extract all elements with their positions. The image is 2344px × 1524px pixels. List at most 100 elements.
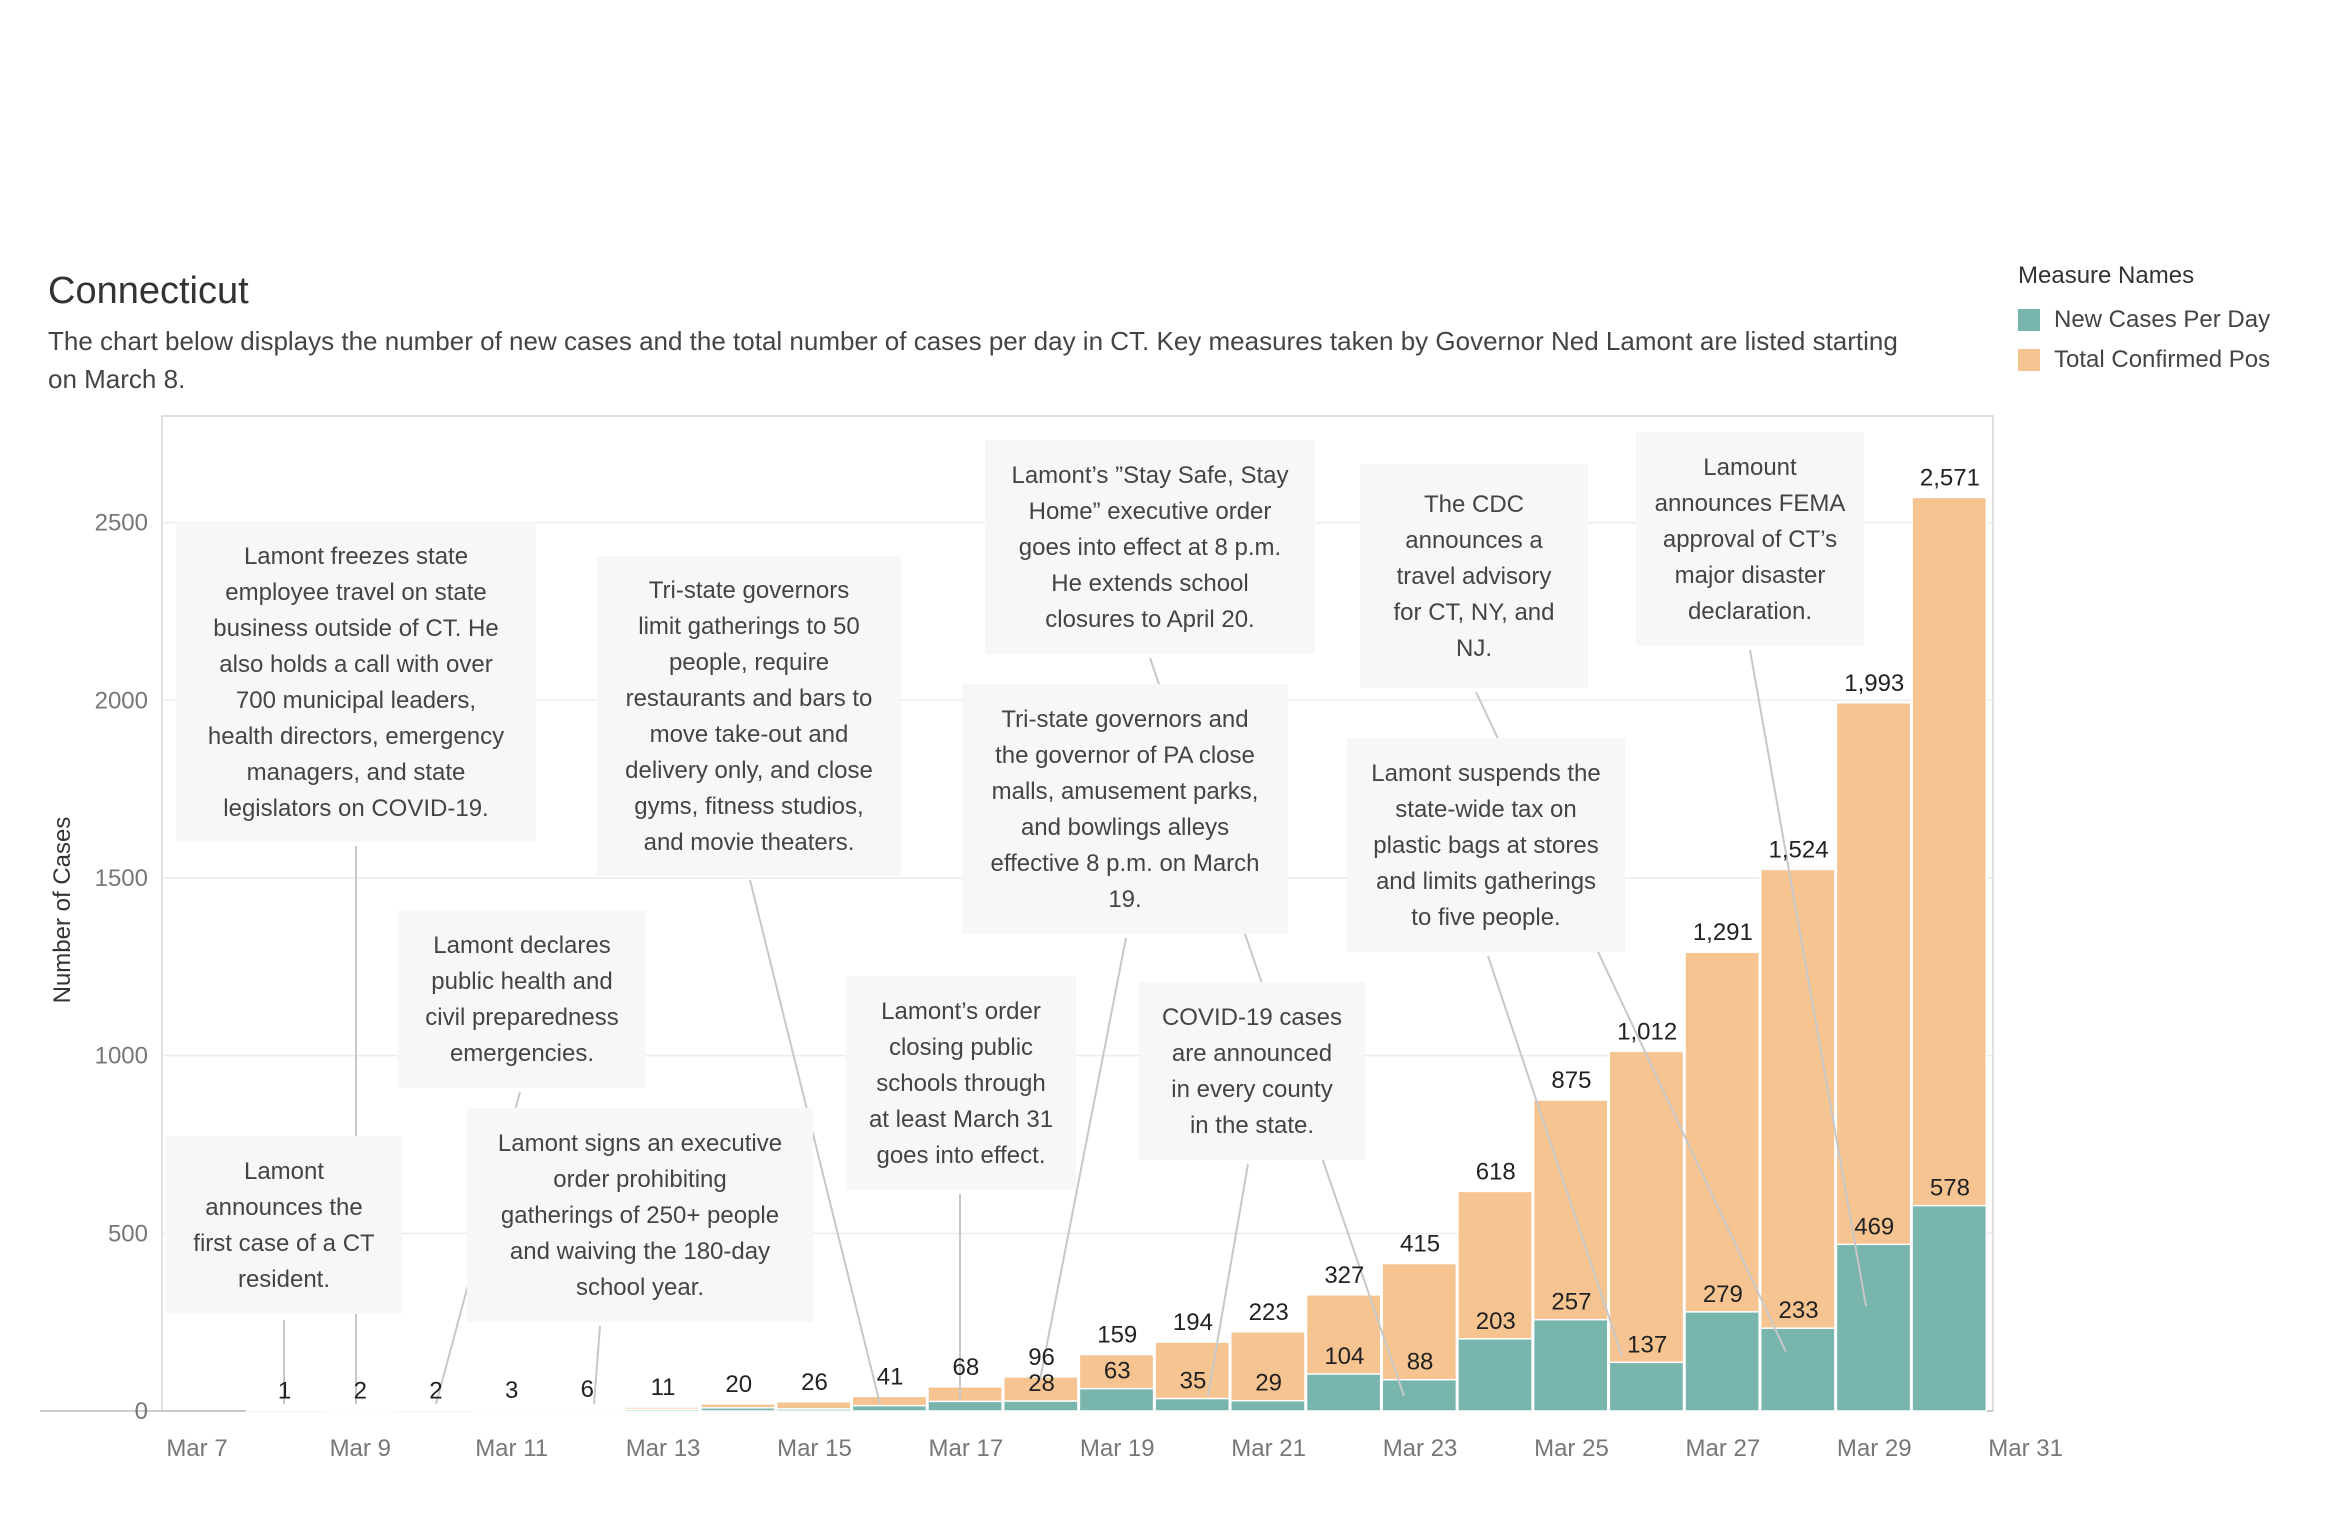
y-tick-label: 2500 <box>95 510 148 537</box>
data-label-total: 2 <box>354 1377 367 1404</box>
annotation-text: people, require <box>669 649 829 676</box>
annotation-text: Tri-state governors and <box>1001 706 1248 733</box>
annotation-text: legislators on COVID-19. <box>223 795 488 822</box>
annotation-text: Lamont signs an executive <box>498 1130 782 1157</box>
annotation-box <box>1360 464 1588 688</box>
annotation-text: closures to April 20. <box>1045 606 1254 633</box>
bar-total-confirmed <box>397 1409 474 1412</box>
data-label-new-cases: 35 <box>1180 1368 1207 1395</box>
data-label-total: 875 <box>1551 1067 1591 1094</box>
annotation-text: major disaster <box>1675 562 1826 589</box>
annotation-leader-line <box>749 879 881 1405</box>
bar-new-cases <box>1911 1204 1988 1412</box>
y-axis-title: Number of Cases <box>49 817 76 1004</box>
annotation-text: malls, amusement parks, <box>992 778 1259 805</box>
annotation-box <box>597 556 901 876</box>
annotation-leader-line <box>1487 955 1623 1357</box>
data-label-total: 618 <box>1476 1158 1516 1185</box>
x-tick-label: Mar 25 <box>1534 1435 1609 1462</box>
annotation-text: in every county <box>1171 1076 1332 1103</box>
bar-new-cases <box>1230 1399 1306 1412</box>
data-label-total: 327 <box>1324 1262 1364 1289</box>
bar-new-cases <box>851 1404 928 1412</box>
annotation-text: and waiving the 180-day <box>510 1238 770 1265</box>
annotation: Lamont’s ”Stay Safe, Stay Home” executive… <box>985 440 1315 654</box>
data-label-total: 20 <box>725 1371 752 1398</box>
data-label-total: 1 <box>278 1378 291 1405</box>
data-label-total: 2,571 <box>1920 464 1980 491</box>
legend-label-new-cases: New Cases Per Day <box>2054 306 2271 333</box>
x-tick-label: Mar 29 <box>1837 1435 1912 1462</box>
annotation-text: 700 municipal leaders, <box>236 687 476 714</box>
annotation-text: at least March 31 <box>869 1106 1053 1133</box>
data-label-total: 194 <box>1173 1309 1213 1336</box>
annotation-text: also holds a call with over <box>219 651 492 678</box>
annotation-text: Lamont suspends the <box>1371 760 1601 787</box>
annotation-text: announces the <box>205 1194 362 1221</box>
annotation-leader-line <box>1749 649 1867 1307</box>
bar-new-cases <box>700 1407 776 1412</box>
annotation-box <box>166 1136 402 1314</box>
annotation-box <box>1139 982 1365 1160</box>
annotation: The CDC announces a travel advisory for CT,… <box>1360 464 1588 688</box>
annotation-box <box>846 976 1076 1190</box>
data-label-new-cases: 29 <box>1255 1370 1282 1397</box>
data-label-new-cases: 28 <box>1028 1370 1055 1397</box>
annotation-box <box>1347 738 1625 952</box>
annotation-text: the governor of PA close <box>995 742 1255 769</box>
legend-item-total-confirmed[interactable]: Total Confirmed Pos <box>2018 340 2270 380</box>
annotation-text: Lamont declares <box>433 932 610 959</box>
annotation-text: resident. <box>238 1266 330 1293</box>
y-axis: 0 500 1000 1500 2000 2500 <box>95 510 148 1425</box>
data-label-total: 2 <box>429 1377 442 1404</box>
annotation-box <box>1636 432 1864 646</box>
annotation-text: delivery only, and close <box>625 757 873 784</box>
bar-total-confirmed <box>1608 1050 1685 1412</box>
annotation-text: The CDC <box>1424 491 1524 518</box>
annotation-leader-line <box>593 1325 601 1405</box>
annotation-text: and movie theaters. <box>644 829 855 856</box>
chart-title: Connecticut <box>48 270 249 312</box>
data-label-total: 1,524 <box>1769 836 1829 863</box>
annotation-box <box>962 684 1288 934</box>
legend: Measure Names New Cases Per Day Total Co… <box>2018 262 2270 380</box>
legend-swatch-new-cases <box>2018 309 2040 331</box>
data-label-total: 1,291 <box>1693 919 1753 946</box>
annotation-text: and bowlings alleys <box>1021 814 1229 841</box>
annotation-text: managers, and state <box>247 759 466 786</box>
annotations: Lamont announces the first case of a CT res… <box>166 432 1864 1322</box>
annotation-text: state-wide tax on <box>1395 796 1576 823</box>
annotation-text: Tri-state governors <box>649 577 850 604</box>
x-tick-label: Mar 11 <box>475 1435 548 1462</box>
data-label-total: 1,012 <box>1617 1018 1677 1045</box>
annotation: Lamont signs an executive order prohibiti… <box>467 1108 813 1322</box>
y-tick-label: 2000 <box>95 687 148 714</box>
legend-item-new-cases[interactable]: New Cases Per Day <box>2018 300 2270 340</box>
annotation-text: for CT, NY, and <box>1394 599 1555 626</box>
annotation: COVID-19 cases are announced in every coun… <box>1139 982 1365 1160</box>
data-labels: 1 2 2 3 6 11 20 26 41 68 9628159631943522329327104… <box>278 464 1980 1404</box>
annotation-text: public health and <box>431 968 612 995</box>
data-label-total: 1,993 <box>1844 670 1904 697</box>
annotation-text: move take-out and <box>650 721 849 748</box>
annotation-box <box>398 910 646 1088</box>
annotation-text: Lamont freezes state <box>244 543 468 570</box>
annotation-text: He extends school <box>1051 570 1248 597</box>
data-label-total: 41 <box>877 1363 904 1390</box>
chart-subtitle: The chart below displays the number of n… <box>48 326 1898 394</box>
annotation-text: restaurants and bars to <box>626 685 873 712</box>
annotation-text: NJ. <box>1456 635 1492 662</box>
data-label-new-cases: 257 <box>1551 1289 1591 1316</box>
y-tick-label: 0 <box>135 1398 148 1425</box>
annotation-text: gatherings of 250+ people <box>501 1202 779 1229</box>
bar-new-cases <box>1305 1373 1382 1412</box>
annotation: Lamont suspends the state-wide tax on plas… <box>1347 738 1625 952</box>
data-label-total: 223 <box>1249 1299 1289 1326</box>
x-tick-label: Mar 19 <box>1080 1435 1155 1462</box>
bar-new-cases <box>927 1400 1003 1412</box>
annotation-text: Lamount <box>1703 454 1797 481</box>
x-tick-label: Mar 13 <box>626 1435 701 1462</box>
annotation-leader-line <box>1207 1163 1249 1397</box>
annotation: Lamont announces the first case of a CT res… <box>166 1136 402 1314</box>
